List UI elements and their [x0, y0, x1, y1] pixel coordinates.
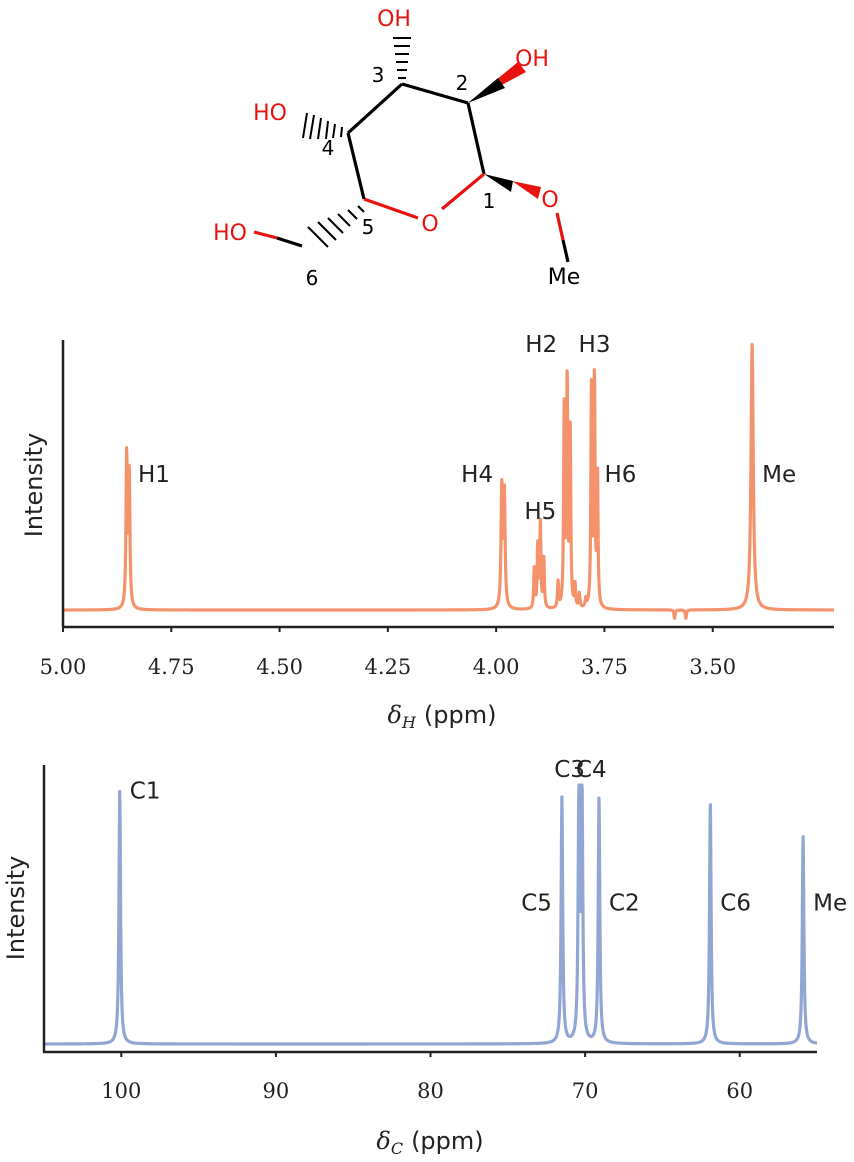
c-nmr-axes: [42, 765, 817, 1054]
atom-oxygen-1: O: [541, 188, 558, 213]
h-nmr-peak-label: H5: [524, 499, 556, 525]
bond-o-c5: [363, 197, 419, 220]
atom-methyl: Me: [548, 265, 581, 290]
position-label-4: 4: [322, 136, 335, 160]
bond-c3-c2: [401, 82, 469, 105]
h-nmr-plot-area: [61, 342, 836, 620]
bond-c6-ho: [276, 236, 303, 248]
c-nmr-x-tick-label: 90: [263, 1079, 290, 1103]
position-label-5: 5: [362, 215, 375, 239]
c-nmr-x-tick-label: 60: [726, 1079, 753, 1103]
atom-ho-6: HO: [213, 221, 247, 246]
wedge-bond-c1-o: [484, 174, 513, 192]
h-nmr-x-tick-label: 4.25: [364, 655, 411, 679]
c-nmr-spectrum-line: [42, 783, 819, 1046]
h-nmr-axes: [61, 340, 834, 629]
c-nmr-y-axis-label: Intensity: [2, 856, 30, 960]
h-nmr-x-tick-label: 5.00: [40, 655, 87, 679]
h-nmr-x-tick-label: 4.50: [256, 655, 303, 679]
h-nmr-x-tick-label: 4.00: [473, 655, 520, 679]
h-nmr-peak-label: H2: [525, 332, 557, 358]
c-nmr-peak-label: C5: [521, 891, 552, 917]
h-nmr-peak-label: H4: [461, 462, 493, 488]
h-nmr-y-axis-label: Intensity: [20, 433, 48, 537]
hash-bond-c5-c6: [307, 205, 365, 248]
bond-c5-c4: [346, 132, 366, 200]
atom-oh-3: OH: [377, 7, 411, 32]
h-nmr-x-tick-label: 4.75: [148, 655, 195, 679]
hash-bond-c4-ho: [302, 112, 343, 140]
h-nmr-peak-label: H6: [605, 462, 637, 488]
h-nmr-peak-label: H1: [138, 462, 170, 488]
c-nmr-peak-label: C4: [576, 757, 607, 783]
position-label-2: 2: [456, 71, 469, 95]
c-nmr-peak-label: C1: [130, 778, 161, 804]
atom-ho-4: HO: [253, 101, 287, 126]
bond-o-me: [555, 212, 565, 241]
atom-oh-2: OH: [515, 47, 549, 72]
c-nmr-x-tick-label: 100: [101, 1079, 141, 1103]
c-nmr-peak-label: C6: [720, 891, 751, 917]
bond-c2-c1: [466, 102, 486, 175]
h-nmr-peak-label: H3: [579, 332, 611, 358]
c-nmr-peak-label: C3: [554, 757, 585, 783]
h-nmr-x-tick-label: 3.50: [689, 655, 736, 679]
position-label-1: 1: [483, 189, 496, 213]
c-nmr-peak-label: Me: [813, 891, 847, 917]
h-nmr-x-tick-label: 3.75: [581, 655, 628, 679]
c-nmr-plot-area: [42, 783, 819, 1046]
h-nmr-peak-label: Me: [762, 462, 796, 488]
c-nmr-x-tick-label: 80: [417, 1079, 444, 1103]
c-nmr-peak-label: C2: [609, 891, 640, 917]
bond-c1-o: [440, 172, 486, 211]
c-nmr-x-tick-label: 70: [572, 1079, 599, 1103]
atom-ring-oxygen: O: [421, 212, 438, 237]
hash-bond-c3-oh: [393, 37, 411, 79]
bond-c4-c3: [346, 82, 404, 135]
c-nmr-x-axis-label: δC (ppm): [376, 1127, 483, 1158]
molecule-structure: OH OH HO HO O O Me 1 2 3 4 5 6: [213, 7, 580, 290]
c-nmr-ticks: 100 90 80 70 60: [101, 1052, 753, 1103]
h-nmr-chart: H1 H4 H5 H2 H3 H6 Me 5.00 4.75 4.50 4.25 4.00 3.75 3…: [20, 332, 836, 732]
position-label-3: 3: [372, 63, 385, 87]
h-nmr-annotations: H1 H4 H5 H2 H3 H6 Me: [138, 332, 796, 525]
h-nmr-ticks: 5.00 4.75 4.50 4.25 4.00 3.75 3.50: [40, 627, 736, 679]
position-label-6: 6: [306, 266, 319, 290]
h-nmr-x-axis-label: δH (ppm): [388, 701, 497, 732]
h-nmr-spectrum-line: [61, 342, 836, 620]
